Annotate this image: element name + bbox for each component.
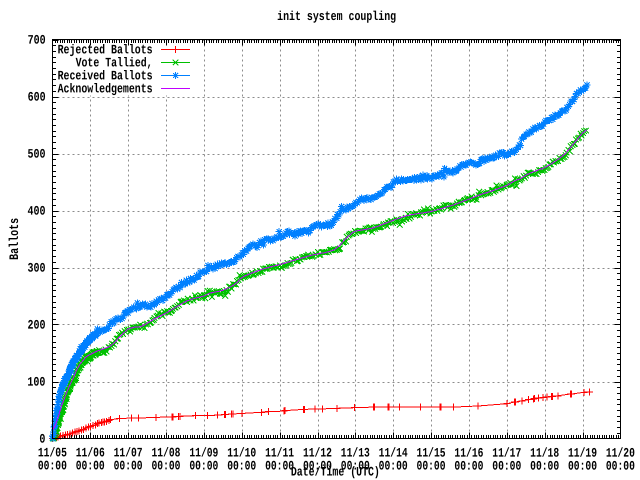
svg-text:Ballots: Ballots bbox=[7, 218, 22, 260]
svg-text:11/07: 11/07 bbox=[114, 445, 143, 460]
svg-text:00:00: 00:00 bbox=[606, 459, 635, 474]
svg-text:00:00: 00:00 bbox=[303, 458, 332, 473]
svg-text:11/06: 11/06 bbox=[76, 445, 105, 460]
svg-text:11/12: 11/12 bbox=[303, 445, 332, 460]
svg-text:400: 400 bbox=[28, 204, 46, 219]
svg-text:00:00: 00:00 bbox=[227, 458, 256, 473]
svg-text:11/09: 11/09 bbox=[189, 445, 218, 460]
svg-text:00:00: 00:00 bbox=[379, 459, 408, 474]
svg-text:00:00: 00:00 bbox=[454, 459, 483, 474]
svg-text:11/05: 11/05 bbox=[38, 445, 67, 460]
svg-text:Rejected Ballots: Rejected Ballots bbox=[58, 42, 153, 57]
svg-text:11/20: 11/20 bbox=[606, 446, 635, 461]
svg-text:Vote Tallied,: Vote Tallied, bbox=[76, 55, 153, 70]
svg-text:00:00: 00:00 bbox=[265, 458, 294, 473]
svg-text:00:00: 00:00 bbox=[417, 459, 446, 474]
svg-text:11/14: 11/14 bbox=[379, 446, 408, 461]
svg-text:00:00: 00:00 bbox=[114, 458, 143, 473]
svg-text:11/13: 11/13 bbox=[341, 446, 370, 461]
svg-text:11/11: 11/11 bbox=[265, 445, 294, 460]
svg-text:11/17: 11/17 bbox=[492, 446, 521, 461]
svg-text:11/15: 11/15 bbox=[417, 446, 446, 461]
svg-text:11/10: 11/10 bbox=[227, 445, 256, 460]
svg-text:init system coupling: init system coupling bbox=[277, 9, 396, 24]
svg-text:11/19: 11/19 bbox=[568, 446, 597, 461]
svg-text:00:00: 00:00 bbox=[189, 458, 218, 473]
svg-text:00:00: 00:00 bbox=[76, 458, 105, 473]
svg-text:00:00: 00:00 bbox=[530, 459, 559, 474]
svg-text:500: 500 bbox=[28, 147, 46, 162]
svg-text:00:00: 00:00 bbox=[151, 458, 180, 473]
svg-text:00:00: 00:00 bbox=[38, 458, 67, 473]
svg-text:0: 0 bbox=[39, 432, 45, 447]
svg-text:11/08: 11/08 bbox=[151, 445, 180, 460]
svg-text:00:00: 00:00 bbox=[492, 459, 521, 474]
svg-text:300: 300 bbox=[27, 261, 45, 276]
svg-text:11/16: 11/16 bbox=[454, 446, 483, 461]
svg-text:100: 100 bbox=[27, 375, 45, 390]
svg-text:Date/Time (UTC): Date/Time (UTC) bbox=[291, 464, 380, 479]
svg-text:11/18: 11/18 bbox=[530, 446, 559, 461]
svg-text:700: 700 bbox=[28, 33, 46, 48]
svg-text:00:00: 00:00 bbox=[341, 459, 370, 474]
svg-text:00:00: 00:00 bbox=[568, 459, 597, 474]
svg-text:200: 200 bbox=[27, 318, 45, 333]
svg-text:600: 600 bbox=[28, 90, 46, 105]
svg-text:Acknowledgements: Acknowledgements bbox=[58, 81, 153, 96]
svg-text:Received Ballots: Received Ballots bbox=[58, 68, 153, 83]
